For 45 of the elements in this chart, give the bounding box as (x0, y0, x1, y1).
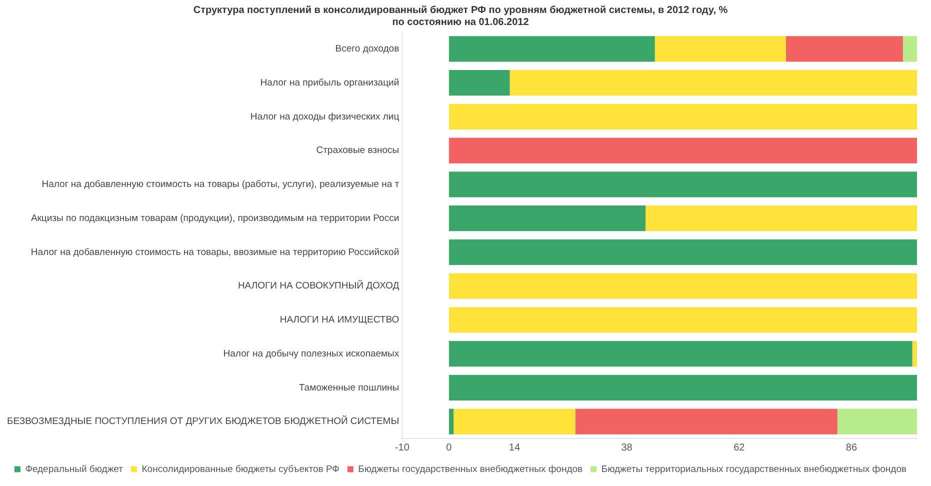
bar (448, 408, 454, 434)
chart-title: Структура поступлений в консолидированный бюджет РФ по уровням бюджетной системы, в 2012 году, % (193, 4, 728, 16)
bar (786, 36, 903, 62)
chart-subtitle: по состоянию на 01.06.2012 (392, 16, 530, 28)
bar (448, 273, 917, 299)
y-tick-label: НАЛОГИ НА СОВОКУПНЫЙ ДОХОД (238, 280, 400, 292)
y-tick-label: Всего доходов (335, 44, 400, 55)
x-tick-label: 86 (846, 442, 858, 454)
x-tick-label: 62 (734, 442, 746, 454)
bar (912, 340, 917, 367)
y-tick-label: Налог на добычу полезных ископаемых (223, 348, 400, 360)
y-tick-label: Акцизы по подакцизным товарам (продукции), производимым на территории Росси (30, 212, 400, 224)
y-tick-label: Таможенные пошлины (298, 382, 400, 394)
bar (448, 205, 646, 232)
y-tick-label: НАЛОГИ НА ИМУЩЕСТВО (280, 314, 400, 326)
y-tick-label: БЕЗВОЗМЕЗДНЫЕ ПОСТУПЛЕНИЯ ОТ ДРУГИХ БЮДЖЕТОВ БЮДЖЕТНОЙ СИСТЕМЫ (6, 415, 400, 428)
bar (646, 205, 917, 232)
bar (448, 307, 917, 333)
y-tick-label: Страховые взносы (316, 145, 400, 156)
bar (654, 36, 786, 62)
x-tick-label: -10 (394, 442, 410, 454)
bar (902, 36, 917, 62)
bar (448, 104, 917, 130)
bar (448, 374, 917, 401)
bar (454, 408, 576, 434)
legend-label: Бюджеты государственных внебюджетных фондов (358, 464, 583, 475)
legend-label: Консолидированные бюджеты субъектов РФ (142, 464, 340, 475)
x-tick-label: 0 (446, 442, 452, 454)
x-tick-label: 38 (621, 442, 633, 454)
bar (448, 70, 510, 96)
y-tick-label: Налог на добавленную стоимость на товары, ввозимые на территорию Российской (30, 246, 400, 258)
bar (837, 408, 917, 434)
bar (448, 36, 655, 62)
bar (448, 340, 912, 367)
legend-label: Федеральный бюджет (25, 464, 124, 475)
bar (448, 239, 917, 266)
y-tick-label: Налог на доходы физических лиц (250, 111, 400, 122)
y-tick-label: Налог на добавленную стоимость на товары (работы, услуги), реализуемые на т (42, 179, 400, 190)
bar (575, 408, 838, 434)
x-tick-label: 14 (508, 442, 520, 454)
bar (510, 70, 917, 96)
legend-label: Бюджеты территориальных государственных внебюджетных фондов (601, 464, 907, 475)
y-tick-label: Налог на прибыль организаций (260, 77, 400, 88)
bar (448, 172, 917, 198)
bar (448, 138, 917, 164)
